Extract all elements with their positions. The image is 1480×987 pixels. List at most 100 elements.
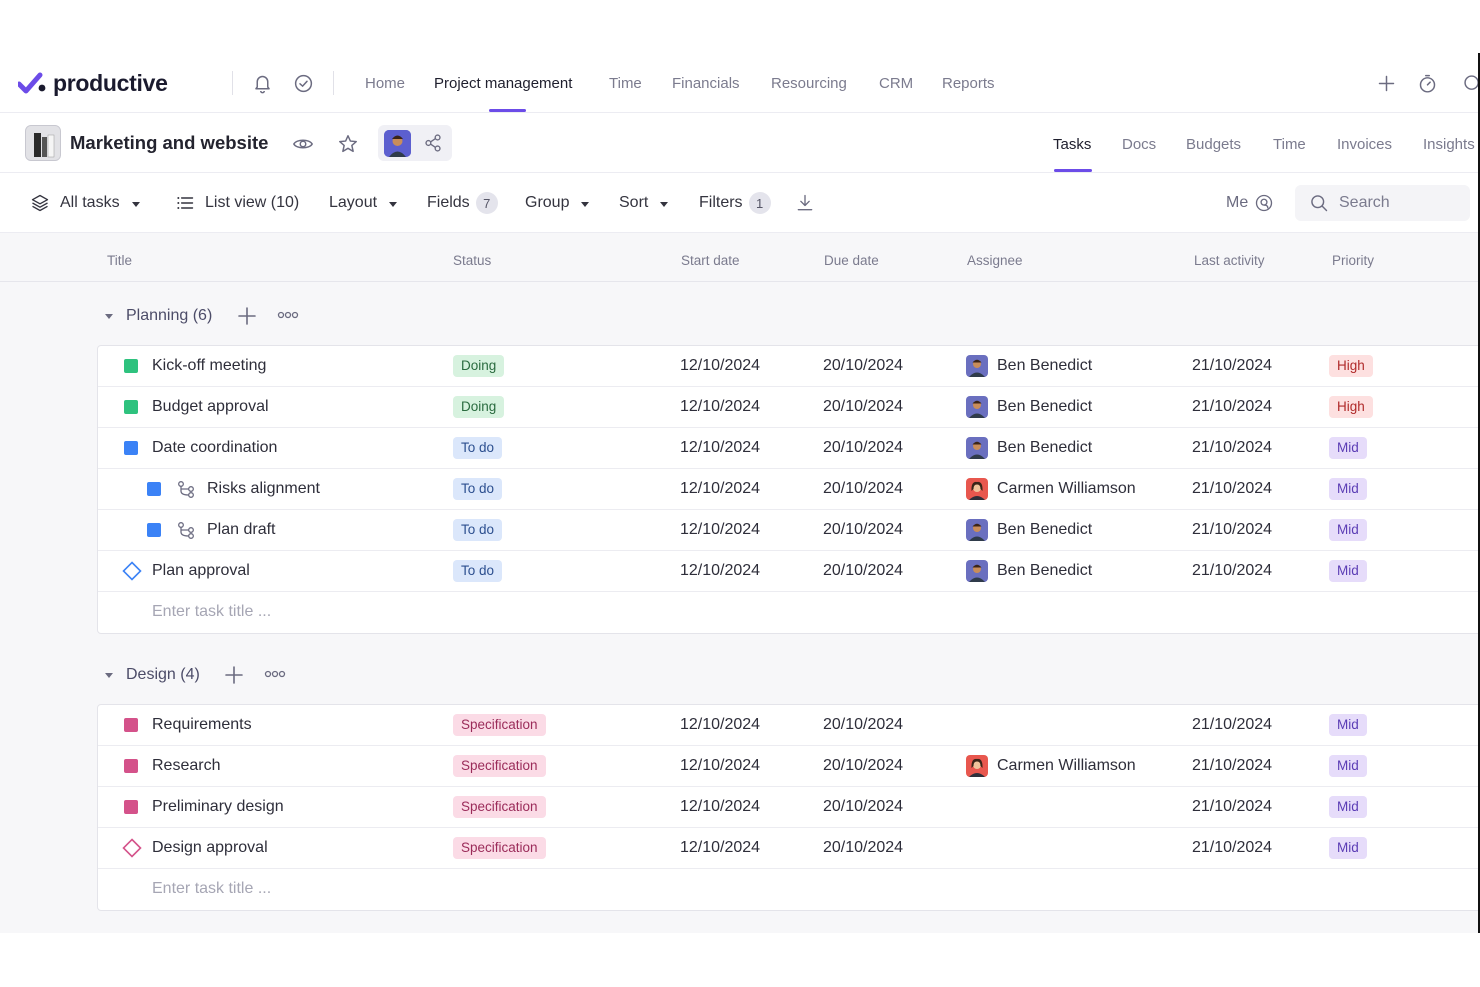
new-task-input[interactable]: Enter task title ... xyxy=(152,603,272,620)
me-filter-button[interactable]: Me xyxy=(1226,192,1274,214)
column-last-activity[interactable]: Last activity xyxy=(1194,253,1265,268)
priority-badge[interactable]: Mid xyxy=(1329,437,1367,459)
task-title[interactable]: Risks alignment xyxy=(207,480,320,497)
due-date[interactable]: 20/10/2024 xyxy=(823,357,904,374)
search-input[interactable] xyxy=(1339,194,1449,212)
due-date[interactable]: 20/10/2024 xyxy=(823,439,904,456)
collapse-toggle-icon[interactable] xyxy=(105,673,113,678)
bell-icon[interactable] xyxy=(251,72,273,94)
tab-budgets[interactable]: Budgets xyxy=(1186,136,1242,153)
more-options-icon[interactable] xyxy=(277,308,299,322)
column-title[interactable]: Title xyxy=(107,253,133,268)
fields-button[interactable]: Fields 7 xyxy=(427,192,498,214)
table-row[interactable]: Budget approval Doing 12/10/2024 20/10/2… xyxy=(98,387,1478,428)
assignee-name[interactable]: Carmen Williamson xyxy=(997,757,1136,774)
table-row[interactable]: Requirements Specification 12/10/2024 20… xyxy=(98,705,1478,746)
new-task-row[interactable]: Enter task title ... xyxy=(98,869,1478,910)
due-date[interactable]: 20/10/2024 xyxy=(823,716,904,733)
table-row[interactable]: Date coordination To do 12/10/2024 20/10… xyxy=(98,428,1478,469)
start-date[interactable]: 12/10/2024 xyxy=(680,439,761,456)
start-date[interactable]: 12/10/2024 xyxy=(680,480,761,497)
priority-badge[interactable]: Mid xyxy=(1329,755,1367,777)
group-title[interactable]: Planning (6) xyxy=(126,307,213,324)
task-title[interactable]: Preliminary design xyxy=(152,798,284,815)
nav-reports[interactable]: Reports xyxy=(942,75,995,92)
star-icon[interactable] xyxy=(336,132,360,156)
project-thumbnail[interactable] xyxy=(25,125,61,161)
assignee-name[interactable]: Ben Benedict xyxy=(997,521,1093,538)
task-title[interactable]: Plan draft xyxy=(207,521,276,538)
due-date[interactable]: 20/10/2024 xyxy=(823,480,904,497)
priority-badge[interactable]: High xyxy=(1329,355,1373,377)
tab-insights[interactable]: Insights xyxy=(1423,136,1475,153)
due-date[interactable]: 20/10/2024 xyxy=(823,839,904,856)
assignee-name[interactable]: Carmen Williamson xyxy=(997,480,1136,497)
nav-project-management[interactable]: Project management xyxy=(434,75,573,92)
due-date[interactable]: 20/10/2024 xyxy=(823,798,904,815)
new-task-input[interactable]: Enter task title ... xyxy=(152,880,272,897)
task-title[interactable]: Requirements xyxy=(152,716,252,733)
table-row[interactable]: Plan approval To do 12/10/2024 20/10/202… xyxy=(98,551,1478,592)
global-search-icon[interactable] xyxy=(1461,72,1478,94)
table-row[interactable]: Design approval Specification 12/10/2024… xyxy=(98,828,1478,869)
assignee-name[interactable]: Ben Benedict xyxy=(997,398,1093,415)
check-circle-icon[interactable] xyxy=(292,72,314,94)
status-badge[interactable]: Specification xyxy=(453,755,546,777)
nav-crm[interactable]: CRM xyxy=(879,75,914,92)
nav-time[interactable]: Time xyxy=(609,75,642,92)
collapse-toggle-icon[interactable] xyxy=(105,314,113,319)
nav-home[interactable]: Home xyxy=(365,75,406,92)
priority-badge[interactable]: Mid xyxy=(1329,714,1367,736)
start-date[interactable]: 12/10/2024 xyxy=(680,798,761,815)
task-title[interactable]: Design approval xyxy=(152,839,268,856)
filters-button[interactable]: Filters 1 xyxy=(699,192,771,214)
priority-badge[interactable]: High xyxy=(1329,396,1373,418)
column-due-date[interactable]: Due date xyxy=(824,253,879,268)
plus-icon[interactable] xyxy=(1375,72,1397,94)
column-priority[interactable]: Priority xyxy=(1332,253,1375,268)
nav-resourcing[interactable]: Resourcing xyxy=(771,75,847,92)
status-badge[interactable]: Doing xyxy=(453,396,505,418)
list-view-button[interactable]: List view (10) xyxy=(175,192,299,214)
avatar[interactable] xyxy=(384,130,411,157)
share-icon[interactable] xyxy=(422,132,444,154)
column-status[interactable]: Status xyxy=(453,253,492,268)
task-title[interactable]: Research xyxy=(152,757,221,774)
eye-icon[interactable] xyxy=(291,132,315,156)
group-title[interactable]: Design (4) xyxy=(126,666,200,683)
add-task-plus-icon[interactable] xyxy=(237,306,257,326)
group-dropdown[interactable]: Group xyxy=(525,192,590,214)
nav-financials[interactable]: Financials xyxy=(672,75,740,92)
priority-badge[interactable]: Mid xyxy=(1329,478,1367,500)
tab-docs[interactable]: Docs xyxy=(1122,136,1157,153)
timer-icon[interactable] xyxy=(1416,72,1438,94)
column-assignee[interactable]: Assignee xyxy=(967,253,1023,268)
start-date[interactable]: 12/10/2024 xyxy=(680,357,761,374)
start-date[interactable]: 12/10/2024 xyxy=(680,716,761,733)
start-date[interactable]: 12/10/2024 xyxy=(680,562,761,579)
due-date[interactable]: 20/10/2024 xyxy=(823,757,904,774)
start-date[interactable]: 12/10/2024 xyxy=(680,521,761,538)
layout-dropdown[interactable]: Layout xyxy=(329,192,398,214)
table-row[interactable]: Plan draft To do 12/10/2024 20/10/2024 B… xyxy=(98,510,1478,551)
tab-invoices[interactable]: Invoices xyxy=(1337,136,1393,153)
assignee-name[interactable]: Ben Benedict xyxy=(997,562,1093,579)
assignee-name[interactable]: Ben Benedict xyxy=(997,439,1093,456)
all-tasks-dropdown[interactable]: All tasks xyxy=(30,192,140,214)
export-button[interactable] xyxy=(795,192,825,214)
priority-badge[interactable]: Mid xyxy=(1329,796,1367,818)
status-badge[interactable]: Specification xyxy=(453,714,546,736)
table-row[interactable]: Preliminary design Specification 12/10/2… xyxy=(98,787,1478,828)
status-badge[interactable]: To do xyxy=(453,478,503,500)
priority-badge[interactable]: Mid xyxy=(1329,519,1367,541)
productive-logo[interactable]: productive xyxy=(18,69,168,97)
column-start-date[interactable]: Start date xyxy=(681,253,740,268)
status-badge[interactable]: To do xyxy=(453,437,503,459)
search-field[interactable] xyxy=(1295,185,1470,221)
new-task-row[interactable]: Enter task title ... xyxy=(98,592,1478,633)
task-title[interactable]: Budget approval xyxy=(152,398,269,415)
start-date[interactable]: 12/10/2024 xyxy=(680,839,761,856)
tab-time[interactable]: Time xyxy=(1273,136,1306,153)
due-date[interactable]: 20/10/2024 xyxy=(823,521,904,538)
status-badge[interactable]: Doing xyxy=(453,355,505,377)
